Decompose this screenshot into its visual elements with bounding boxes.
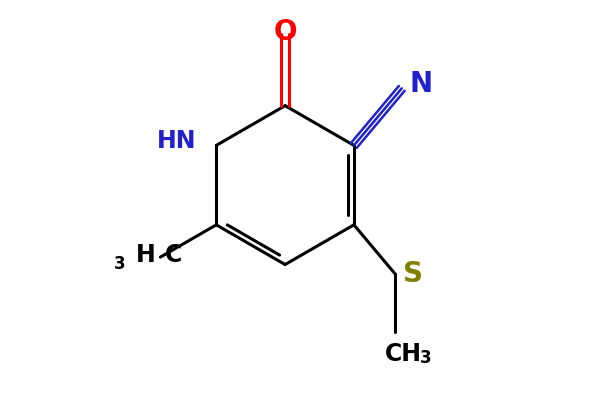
Text: S: S <box>403 260 423 288</box>
Text: 3: 3 <box>419 349 431 367</box>
Text: H: H <box>136 243 155 267</box>
Text: N: N <box>410 70 433 98</box>
Text: HN: HN <box>157 130 196 154</box>
Text: C: C <box>166 243 182 267</box>
Text: 3: 3 <box>114 254 125 272</box>
Text: CH: CH <box>385 342 422 366</box>
Text: O: O <box>274 18 297 46</box>
